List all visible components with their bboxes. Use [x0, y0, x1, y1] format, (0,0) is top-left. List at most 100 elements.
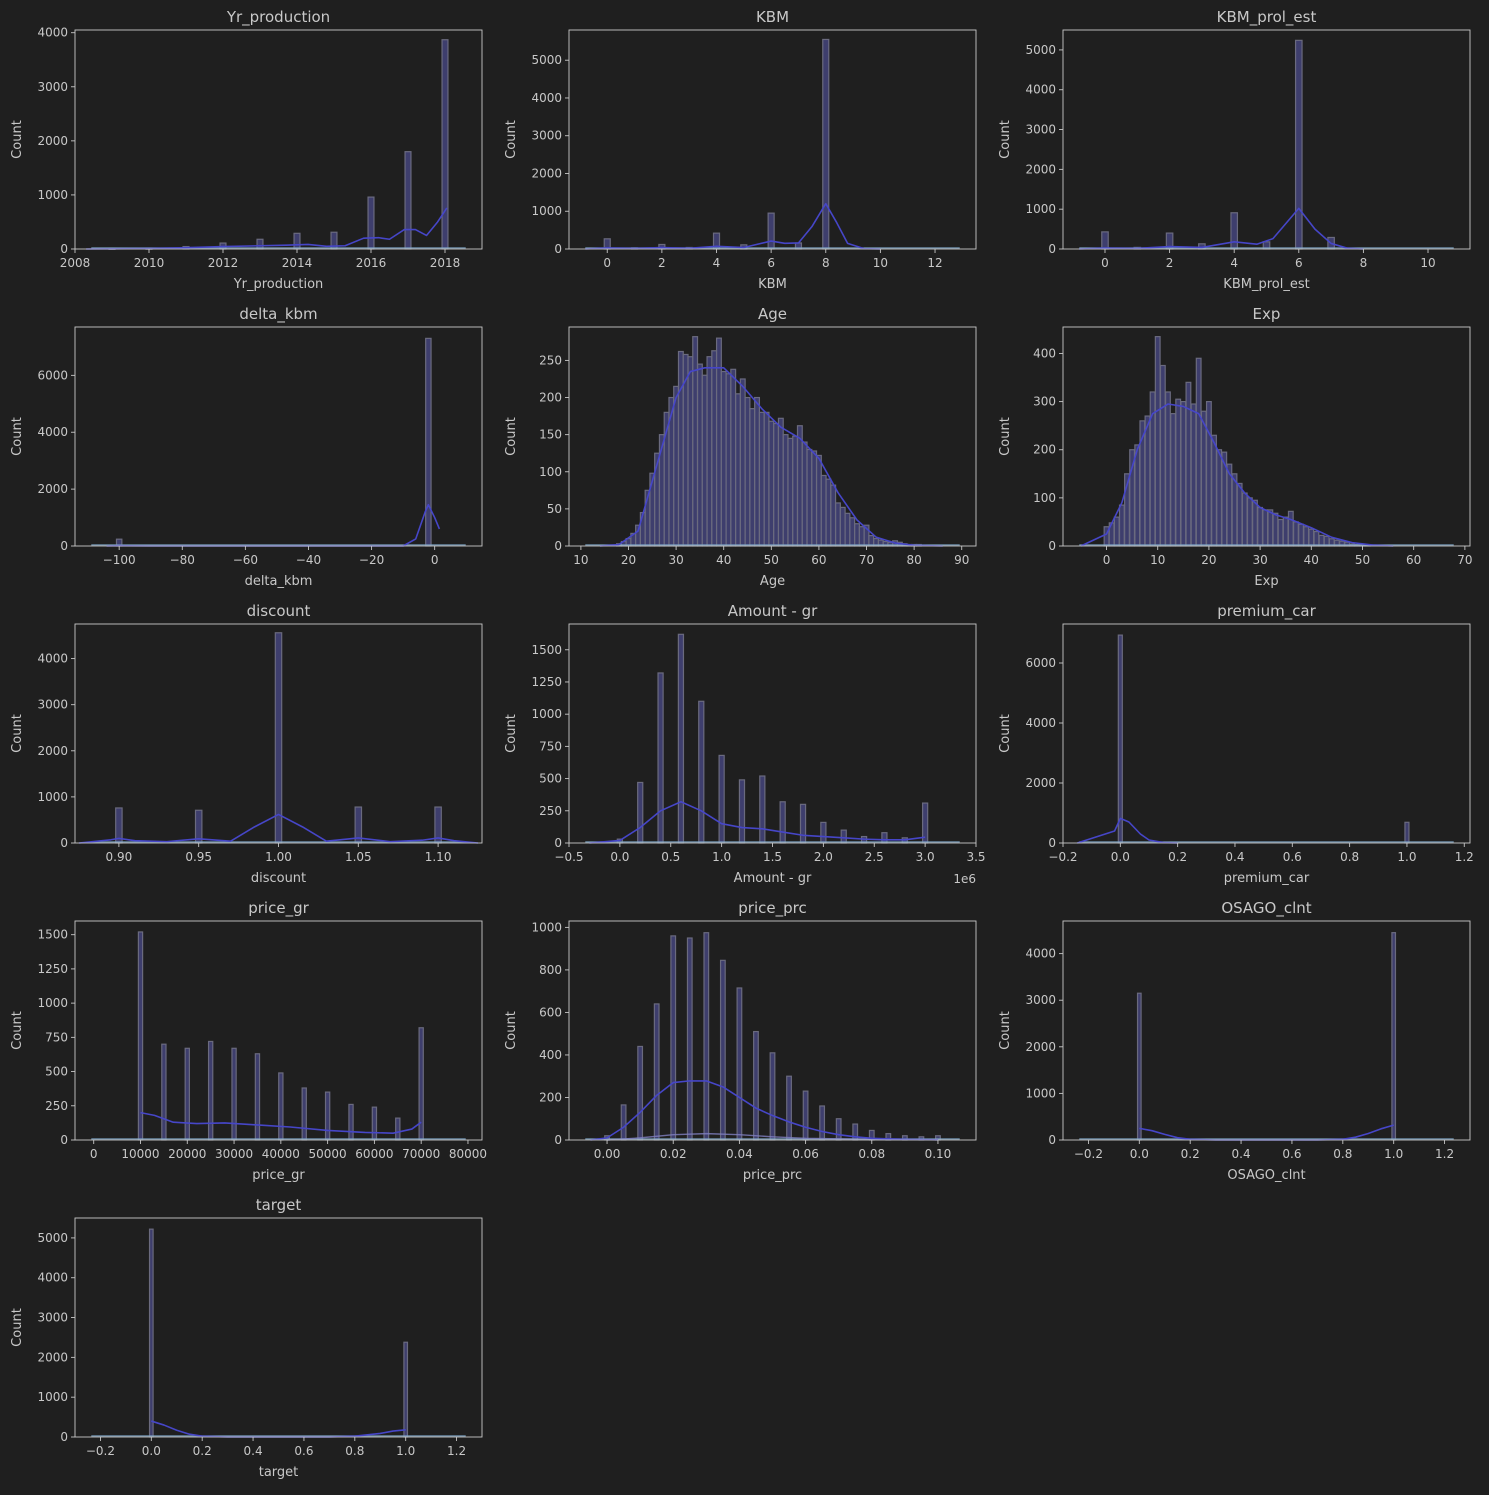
y-tick-label: 3000 [37, 698, 68, 712]
y-axis-label: Count [10, 1011, 25, 1050]
x-tick-label: 1.5 [763, 850, 782, 864]
x-tick-label: 50 [1355, 553, 1370, 567]
histogram-bar [763, 411, 770, 547]
histogram-bar [1391, 932, 1397, 1141]
y-tick-label: 600 [539, 1005, 562, 1019]
histogram-bar [835, 1118, 842, 1141]
x-tick-label: 0.4 [1225, 850, 1244, 864]
x-tick-label: 30 [668, 553, 683, 567]
chart-panel-2: KBM_prol_est 0 2 4 6 8 10 0 1000 2000 3000 4000 5000… [998, 8, 1471, 292]
histogram-bar [1282, 516, 1289, 547]
y-axis-label: Count [10, 1308, 25, 1347]
axes-frame [1062, 920, 1471, 1141]
x-axis-label: price_prc [743, 1168, 802, 1183]
y-tick-label: 0 [60, 539, 68, 553]
y-tick-label: 4000 [531, 91, 562, 105]
x-tick-label: 1.0 [396, 1444, 415, 1458]
histogram-bar [768, 420, 775, 547]
histogram-bar [820, 474, 827, 547]
axes-frame [568, 920, 977, 1141]
histogram-bar [677, 350, 684, 547]
histogram-bar [1272, 512, 1279, 547]
histogram-bar [1134, 444, 1141, 547]
histogram-bar [767, 212, 775, 250]
histogram-bar [720, 370, 727, 547]
x-tick-label: 6 [767, 256, 775, 270]
histogram-bar [301, 1087, 307, 1141]
chart-title: discount [247, 602, 311, 620]
chart-title: price_gr [248, 899, 309, 918]
y-tick-label: 250 [539, 353, 562, 367]
x-tick-label: 40 [716, 553, 731, 567]
histogram-bar [1277, 518, 1284, 547]
histogram-bar [1200, 410, 1207, 547]
histogram-bar [718, 754, 725, 844]
histogram-bar [1190, 403, 1197, 547]
histogram-bar [825, 478, 832, 547]
y-tick-label: 4000 [37, 26, 68, 40]
x-tick-label: 2012 [208, 256, 239, 270]
x-tick-label: 40 [1304, 553, 1319, 567]
axes-frame [74, 1217, 483, 1438]
histogram-bar [806, 448, 813, 547]
histogram-bar [1252, 499, 1258, 547]
y-tick-label: 0 [1048, 242, 1056, 256]
chart-panel-8: premium_car −0.2 0.0 0.2 0.4 0.6 0.8 1.0 1.2 0 200… [998, 602, 1474, 886]
x-tick-label: 0.6 [1283, 850, 1302, 864]
histogram-bar [715, 337, 722, 547]
histogram-bar [854, 523, 860, 547]
x-tick-label: 1.05 [345, 850, 372, 864]
x-tick-label: −0.2 [1074, 1147, 1103, 1161]
x-tick-label: 0 [603, 256, 611, 270]
y-tick-label: 0 [554, 836, 562, 850]
chart-title: Amount - gr [728, 602, 818, 620]
histogram-bar [1404, 821, 1410, 844]
histogram-bar [1308, 528, 1315, 547]
histogram-bar [1292, 521, 1299, 547]
x-axis-label: premium_car [1224, 871, 1310, 886]
y-tick-label: 100 [539, 465, 562, 479]
x-tick-label: 1.0 [1397, 850, 1416, 864]
histogram-bar [769, 1052, 776, 1141]
histogram-bar [1303, 526, 1310, 547]
y-tick-label: 200 [539, 1090, 562, 1104]
histogram-bar [395, 1117, 401, 1141]
histogram-bar [278, 1072, 284, 1141]
x-tick-label: 0.6 [1282, 1147, 1301, 1161]
x-tick-label: 2 [658, 256, 666, 270]
axes-frame [74, 326, 483, 547]
axes-frame [568, 326, 977, 547]
y-tick-label: 1000 [531, 920, 562, 934]
y-axis-label: Count [504, 714, 519, 753]
histogram-bar [1144, 415, 1151, 547]
y-tick-label: 0 [60, 1133, 68, 1147]
kde-curve [78, 813, 479, 844]
y-tick-label: 0 [60, 242, 68, 256]
chart-title: Age [758, 305, 787, 323]
histogram-bar [706, 356, 713, 547]
x-tick-label: 0.2 [1168, 850, 1187, 864]
histogram-bar [231, 1047, 237, 1141]
x-tick-label: 70 [859, 553, 874, 567]
histogram-bar [1117, 634, 1123, 844]
x-tick-label: 0 [431, 553, 439, 567]
x-tick-label: 0.5 [661, 850, 680, 864]
y-tick-label: 1000 [1025, 202, 1056, 216]
x-tick-label: 4 [1230, 256, 1238, 270]
axes-frame [1062, 623, 1471, 844]
histogram-bar [811, 450, 818, 547]
x-tick-label: 0.0 [610, 850, 629, 864]
histogram-bar [1180, 401, 1187, 547]
y-axis-label: Count [504, 417, 519, 456]
x-tick-label: 70 [1457, 553, 1472, 567]
x-tick-label: 2 [1166, 256, 1174, 270]
y-tick-label: 100 [1033, 491, 1056, 505]
histogram-bar [799, 803, 807, 844]
y-tick-label: 800 [539, 963, 562, 977]
y-tick-label: 4000 [37, 425, 68, 439]
y-tick-label: 4000 [37, 1271, 68, 1285]
histogram-bar [749, 408, 756, 547]
histogram-bar [686, 937, 693, 1141]
histogram-bar [403, 1341, 409, 1438]
